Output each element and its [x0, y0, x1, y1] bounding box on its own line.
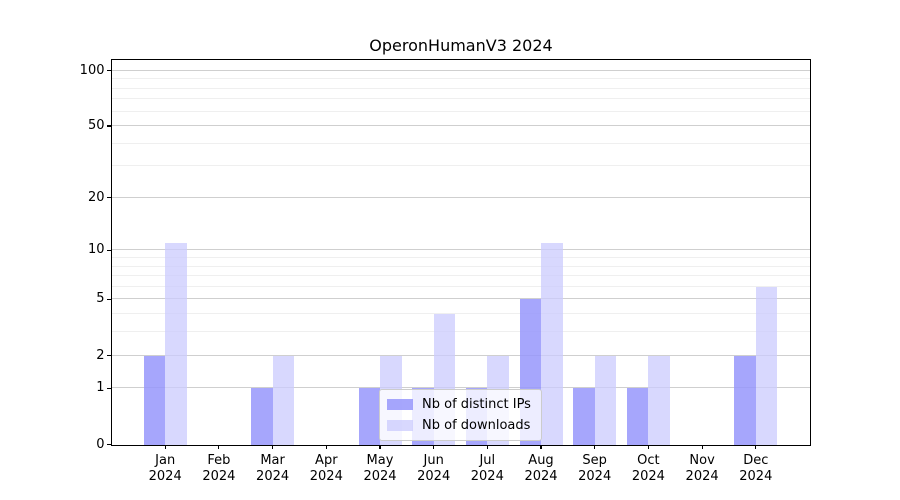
y-tick-label-100: 100 — [79, 62, 105, 78]
gridline-y-minor-7 — [111, 275, 810, 277]
x-tick-label-may: May 2024 — [363, 452, 397, 485]
x-tick-label-dec: Dec 2024 — [739, 452, 773, 485]
x-tick-mark-nov — [701, 444, 703, 449]
bar-distinct-ips-sep — [573, 388, 595, 445]
gridline-y-minor-9 — [111, 257, 810, 258]
x-tick-mark-apr — [325, 444, 327, 449]
gridline-y-minor-80 — [111, 87, 810, 89]
gridline-y-minor-30 — [111, 165, 810, 167]
x-tick-label-aug: Aug 2024 — [524, 452, 558, 485]
bar-distinct-ips-dec — [734, 355, 756, 445]
plot-area: 0 1 2 5 10 20 50 100 Jan 2024 Feb 2024 Mar 2024 Apr… — [80, 58, 811, 484]
x-tick-label-apr: Apr 2024 — [309, 452, 343, 485]
gridline-y-minor-3 — [111, 331, 810, 333]
gridline-y-2 — [111, 354, 810, 356]
x-tick-label-mar: Mar 2024 — [256, 452, 290, 485]
y-tick-mark-20 — [106, 197, 112, 199]
y-tick-label-10: 10 — [87, 242, 105, 258]
x-tick-mark-dec — [755, 444, 757, 449]
y-tick-label-5: 5 — [96, 291, 105, 307]
x-tick-label-feb: Feb 2024 — [202, 452, 236, 485]
legend-label-downloads: Nb of downloads — [422, 418, 531, 433]
chart-title: OperonHumanV3 2024 — [369, 36, 553, 55]
gridline-y-10 — [111, 249, 810, 251]
y-tick-mark-0 — [106, 443, 112, 446]
x-tick-label-jun: Jun 2024 — [417, 452, 451, 485]
gridline-y-minor-70 — [111, 98, 810, 100]
gridline-y-minor-6 — [111, 285, 810, 287]
x-tick-mark-jan — [164, 444, 166, 449]
y-tick-mark-50 — [106, 125, 112, 127]
legend-swatch-distinct-ips-icon — [387, 399, 413, 410]
bar-downloads-oct — [648, 355, 670, 445]
x-tick-label-nov: Nov 2024 — [685, 452, 719, 485]
y-tick-mark-100 — [106, 70, 112, 72]
gridline-y-20 — [111, 196, 810, 198]
bar-downloads-jan — [165, 243, 187, 445]
x-tick-mark-feb — [218, 444, 220, 449]
legend-item-downloads: Nb of downloads — [387, 418, 533, 433]
gridline-y-100 — [111, 69, 810, 71]
y-tick-label-50: 50 — [87, 118, 105, 133]
bar-downloads-aug — [541, 243, 563, 445]
y-tick-mark-5 — [106, 298, 112, 300]
bar-distinct-ips-mar — [251, 388, 273, 445]
x-tick-label-oct: Oct 2024 — [631, 452, 665, 485]
gridline-y-minor-4 — [111, 313, 810, 315]
x-tick-label-jan: Jan 2024 — [148, 452, 182, 485]
gridline-y-minor-40 — [111, 142, 810, 144]
legend-swatch-downloads-icon — [387, 420, 413, 431]
y-tick-mark-1 — [106, 387, 112, 389]
x-tick-mark-mar — [272, 444, 274, 449]
x-tick-mark-jul — [486, 444, 488, 449]
x-tick-mark-sep — [594, 444, 596, 449]
y-tick-label-20: 20 — [87, 189, 105, 205]
x-tick-mark-jun — [433, 444, 435, 449]
y-tick-label-2: 2 — [96, 347, 105, 363]
y-tick-label-0: 0 — [96, 436, 105, 452]
legend: Nb of distinct IPs Nb of downloads — [379, 389, 542, 441]
x-tick-mark-may — [379, 444, 381, 449]
y-tick-mark-2 — [106, 354, 112, 357]
x-tick-mark-aug — [540, 444, 542, 449]
gridline-y-50 — [111, 125, 810, 126]
gridline-y-minor-90 — [111, 78, 810, 80]
y-tick-mark-10 — [106, 249, 112, 251]
legend-label-distinct-ips: Nb of distinct IPs — [422, 397, 531, 412]
bar-downloads-dec — [755, 286, 778, 445]
y-tick-label-1: 1 — [96, 380, 105, 396]
gridline-y-1 — [111, 387, 810, 389]
x-tick-label-jul: Jul 2024 — [470, 452, 504, 485]
x-tick-label-sep: Sep 2024 — [578, 452, 612, 485]
bar-downloads-mar — [272, 355, 295, 445]
x-tick-mark-oct — [647, 444, 649, 449]
bar-distinct-ips-jan — [143, 355, 166, 445]
bar-distinct-ips-oct — [626, 388, 649, 445]
gridline-y-minor-60 — [111, 110, 810, 112]
gridline-y-5 — [111, 298, 810, 300]
bar-downloads-sep — [594, 355, 617, 445]
gridline-y-minor-8 — [111, 265, 810, 267]
bar-distinct-ips-may — [358, 388, 380, 445]
legend-item-distinct-ips: Nb of distinct IPs — [387, 397, 533, 412]
